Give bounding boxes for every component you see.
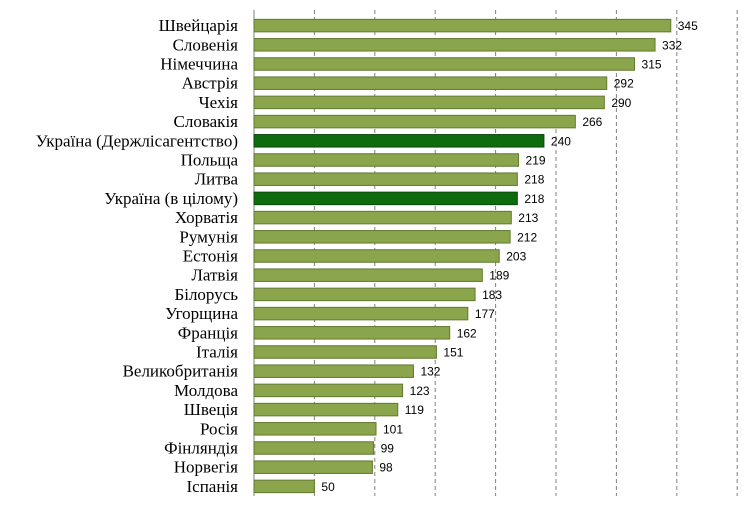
category-label: Іспанія [187,477,239,496]
value-label: 119 [405,403,424,417]
category-label: Словакія [174,112,239,131]
bar [253,306,469,321]
bar [253,114,576,129]
category-label: Великобританія [123,362,239,381]
category-label: Литва [195,170,239,189]
value-label: 240 [551,134,571,148]
bar [253,422,377,436]
bar [253,345,437,359]
category-label: Білорусь [174,285,238,304]
category-label: Швеція [184,400,238,419]
category-label: Швейцарія [159,16,239,35]
bar [253,287,476,302]
category-label: Румунія [179,227,238,246]
value-label: 332 [662,38,682,52]
category-label: Росія [200,419,238,438]
bars [253,18,672,494]
value-label: 123 [410,384,430,398]
value-label: 162 [457,326,477,340]
category-label: Норвегія [174,458,238,477]
bar [253,402,399,417]
bar [253,210,512,225]
value-label: 290 [611,96,631,110]
bar [253,479,315,494]
category-label: Австрія [182,74,239,93]
bar [253,191,518,206]
value-label: 218 [524,173,544,187]
category-label: Чехія [199,93,239,112]
category-label: Україна (в цілому) [104,189,238,208]
bar [253,57,636,71]
category-label: Латвія [191,266,238,285]
value-label: 50 [321,480,335,494]
bar [253,230,511,244]
category-label: Словенія [173,35,239,54]
bar [253,18,672,33]
bar [253,38,656,52]
bar [253,76,608,90]
value-label: 203 [506,250,526,264]
category-label: Хорватія [175,208,238,227]
bar [253,95,605,110]
bar [253,134,545,148]
bar [253,383,404,398]
value-label: 189 [489,269,509,283]
category-label: Німеччина [160,55,238,74]
category-label: Польща [181,151,239,170]
category-label: Україна (Держлісагентство) [36,131,238,150]
value-label: 132 [420,365,440,379]
category-label: Угорщина [165,304,238,323]
category-label: Франція [178,323,238,342]
bar [253,441,375,455]
value-label: 345 [678,19,698,33]
bar [253,249,500,263]
value-label: 101 [383,422,403,436]
bar [253,153,520,167]
category-label: Естонія [183,247,238,266]
value-label: 151 [443,346,463,360]
value-label: 212 [517,230,537,244]
bar [253,326,451,340]
value-label: 213 [518,211,538,225]
value-label: 218 [524,192,544,206]
value-label: 315 [642,58,662,72]
value-label: 266 [582,115,602,129]
value-label: 219 [526,154,546,168]
value-label: 99 [381,442,395,456]
category-label: Італія [196,343,238,362]
bar [253,460,373,474]
category-label: Молдова [174,381,238,400]
value-label: 292 [614,77,634,91]
category-labels: ШвейцаріяСловеніяНімеччинаАвстріяЧехіяСл… [36,16,239,496]
value-label: 183 [482,288,502,302]
bar [253,268,483,282]
category-label: Фінляндія [164,439,238,458]
bar [253,364,414,378]
value-label: 177 [475,307,495,321]
value-label: 98 [379,461,393,475]
bar [253,172,518,186]
